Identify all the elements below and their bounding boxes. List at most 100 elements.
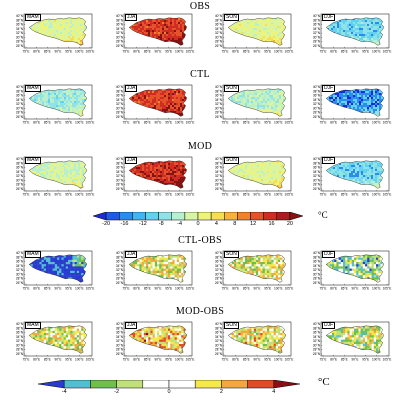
x-tick-label: 85°E	[243, 121, 250, 125]
colorbar-abs: -20 -16 -12 -8 -4 0 4 8 12 16 20	[93, 212, 303, 230]
row-title-ctl: CTL	[0, 70, 400, 80]
map-panel-ctl-obs-djf: 40°N 38°N 36°N 34°N 32°N 30°N 28°N 26°N 75°E 80°E…	[309, 250, 391, 292]
x-tick-label: 75°E	[23, 287, 30, 291]
x-tick-label: 80°E	[232, 121, 239, 125]
map-panel-ctl-djf: 40°N 38°N 36°N 34°N 32°N 30°N 28°N 26°N 75°E 80°E…	[309, 84, 391, 126]
colorbar-swatch	[106, 212, 119, 220]
map-panel-ctl-jja: 40°N 38°N 36°N 34°N 32°N 30°N 28°N 26°N 75°E 80°E…	[112, 84, 194, 126]
map-panel-ctl-son: 40°N 38°N 36°N 34°N 32°N 30°N 28°N 26°N 75°E 80°E…	[211, 84, 293, 126]
x-tick-label: 80°E	[330, 358, 337, 362]
x-tick-label: 105°E	[186, 358, 195, 362]
map-panel-obs-jja: 40°N 38°N 36°N 34°N 32°N 30°N 28°N 26°N 75°E 80°E…	[112, 13, 194, 55]
x-tick-label: 85°E	[44, 121, 51, 125]
x-tick-label: 105°E	[186, 50, 195, 54]
colorbar-swatch	[64, 380, 90, 388]
x-tick-label: 95°E	[264, 50, 271, 54]
x-tick-label: 100°E	[274, 50, 283, 54]
x-tick-label: 80°E	[232, 287, 239, 291]
x-tick-label: 90°E	[155, 121, 162, 125]
x-tick-label: 105°E	[285, 121, 294, 125]
colorbar-tick-label: 0	[167, 389, 170, 395]
x-tick-label: 75°E	[320, 50, 327, 54]
colorbar-swatches	[89, 212, 307, 221]
x-tick-label: 105°E	[86, 121, 95, 125]
season-label: MAM	[25, 322, 41, 329]
colorbar-swatch	[251, 212, 264, 220]
x-tick-label: 100°E	[175, 287, 184, 291]
x-tick-label: 95°E	[65, 358, 72, 362]
x-tick-label: 85°E	[44, 193, 51, 197]
x-tick-label: 80°E	[133, 50, 140, 54]
x-tick-label: 80°E	[133, 287, 140, 291]
x-tick-label: 105°E	[186, 193, 195, 197]
x-tick-label: 80°E	[133, 193, 140, 197]
colorbar-swatch	[248, 380, 274, 388]
x-tick-label: 85°E	[144, 193, 151, 197]
season-label: MAM	[25, 14, 41, 21]
y-tick-label: 26°N	[215, 281, 223, 285]
colorbar-swatch	[198, 212, 211, 220]
y-tick-label: 26°N	[215, 44, 223, 48]
season-label: JJA	[125, 14, 137, 21]
colorbar-swatch	[290, 212, 303, 220]
x-tick-label: 85°E	[144, 121, 151, 125]
x-tick-label: 85°E	[144, 287, 151, 291]
map-panel-mod-obs-mam: 40°N 38°N 36°N 34°N 32°N 30°N 28°N 26°N 75°E 80°E…	[12, 321, 94, 363]
x-tick-label: 80°E	[33, 121, 40, 125]
x-tick-label: 90°E	[254, 287, 261, 291]
x-tick-label: 90°E	[155, 358, 162, 362]
x-tick-label: 75°E	[23, 121, 30, 125]
x-tick-label: 105°E	[383, 50, 392, 54]
season-label: JJA	[125, 157, 137, 164]
x-tick-label: 90°E	[352, 358, 359, 362]
x-tick-label: 95°E	[362, 193, 369, 197]
colorbar-swatch	[277, 212, 290, 220]
y-tick-label: 26°N	[116, 115, 124, 119]
colorbar-swatch	[221, 380, 247, 388]
x-tick-label: 95°E	[165, 358, 172, 362]
y-tick-label: 26°N	[16, 115, 24, 119]
x-tick-label: 85°E	[144, 358, 151, 362]
x-tick-label: 85°E	[44, 358, 51, 362]
colorbar-tick-label: -12	[139, 221, 147, 227]
colorbar-swatch	[119, 212, 132, 220]
x-tick-label: 100°E	[75, 287, 84, 291]
x-tick-label: 90°E	[254, 193, 261, 197]
x-tick-label: 95°E	[264, 287, 271, 291]
x-tick-label: 95°E	[264, 358, 271, 362]
colorbar-tick-label: 0	[196, 221, 199, 227]
colorbar-swatch	[93, 212, 106, 220]
season-label: MAM	[25, 85, 41, 92]
colorbar-tick-label: 20	[287, 221, 293, 227]
y-tick-label: 26°N	[116, 352, 124, 356]
y-tick-label: 26°N	[313, 281, 321, 285]
y-tick-label: 26°N	[16, 44, 24, 48]
map-panel-mod-mam: 40°N 38°N 36°N 34°N 32°N 30°N 28°N 26°N 75°E 80°E…	[12, 156, 94, 198]
x-tick-label: 75°E	[320, 121, 327, 125]
x-tick-label: 75°E	[320, 193, 327, 197]
x-tick-label: 100°E	[274, 358, 283, 362]
x-tick-label: 80°E	[33, 287, 40, 291]
row-title-mod: MOD	[0, 142, 400, 152]
x-tick-label: 75°E	[222, 358, 229, 362]
x-tick-label: 80°E	[33, 358, 40, 362]
x-tick-label: 75°E	[23, 193, 30, 197]
map-panel-obs-djf: 40°N 38°N 36°N 34°N 32°N 30°N 28°N 26°N 75°E 80°E…	[309, 13, 391, 55]
x-tick-label: 90°E	[352, 121, 359, 125]
x-tick-label: 90°E	[352, 287, 359, 291]
x-tick-label: 95°E	[65, 121, 72, 125]
x-tick-label: 75°E	[123, 287, 130, 291]
x-tick-label: 105°E	[186, 121, 195, 125]
x-tick-label: 80°E	[232, 50, 239, 54]
y-tick-label: 26°N	[215, 352, 223, 356]
x-tick-label: 90°E	[254, 50, 261, 54]
x-tick-label: 90°E	[155, 193, 162, 197]
x-tick-label: 105°E	[86, 358, 95, 362]
season-label: DJF	[322, 157, 335, 164]
x-tick-label: 75°E	[23, 358, 30, 362]
x-tick-label: 75°E	[222, 121, 229, 125]
x-tick-label: 80°E	[232, 193, 239, 197]
row-title-ctl-obs: CTL-OBS	[0, 236, 400, 246]
x-tick-label: 85°E	[243, 287, 250, 291]
season-label: MAM	[25, 251, 41, 258]
